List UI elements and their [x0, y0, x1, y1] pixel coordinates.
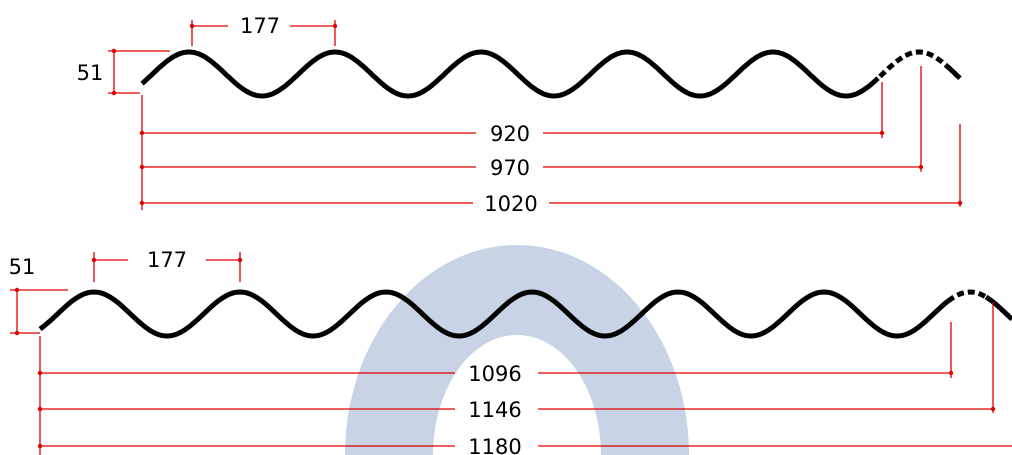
lower-height-label: 51 — [9, 255, 36, 279]
lower-pitch-label: 177 — [147, 248, 187, 272]
lower-width-1180: 1180 — [37, 435, 1012, 455]
lower-width-label-1: 1096 — [468, 362, 521, 386]
upper-profile-group: 177 51 920 970 — [77, 14, 963, 216]
upper-width-label-3: 1020 — [484, 192, 537, 216]
lower-profile-wave — [38, 289, 1012, 339]
lower-height-dimension: 51 — [9, 255, 68, 336]
lower-pitch-dimension: 177 — [91, 248, 243, 282]
lower-width-label-2: 1146 — [468, 398, 521, 422]
upper-width-920: 920 — [139, 122, 885, 146]
upper-width-label-2: 970 — [490, 156, 530, 180]
upper-profile-wave — [140, 49, 962, 99]
upper-profile-overlap-dash — [878, 49, 948, 79]
upper-pitch-label: 177 — [240, 14, 280, 38]
lower-width-1146: 1146 — [37, 398, 996, 422]
watermark-logo — [345, 245, 689, 455]
upper-height-dimension: 51 — [77, 48, 170, 96]
upper-pitch-dimension: 177 — [189, 14, 338, 46]
lower-width-1096: 1096 — [37, 362, 954, 386]
upper-height-label: 51 — [77, 61, 104, 85]
lower-profile-group: 177 51 1096 1146 — [9, 248, 1012, 455]
upper-width-970: 970 — [139, 156, 924, 180]
lower-profile-overlap-dash — [946, 289, 988, 304]
upper-width-1020: 1020 — [139, 192, 963, 216]
upper-width-label-1: 920 — [490, 122, 530, 146]
lower-width-label-3: 1180 — [468, 435, 521, 455]
